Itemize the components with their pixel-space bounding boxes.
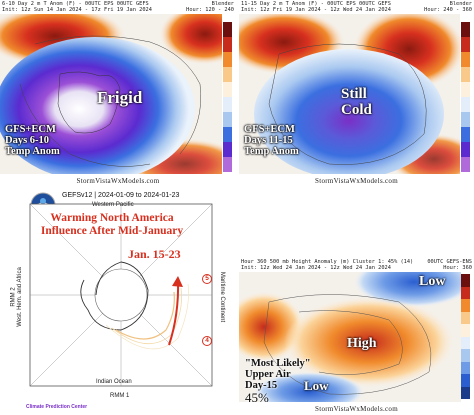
color-scale-bar: [223, 22, 232, 172]
phase-label-left: West. Hem. and Africa: [17, 267, 23, 327]
headline-line-2: Influence After Mid-January: [40, 225, 184, 237]
header-line-1: Hour 360 500 mb Height Anomaly (m) Clust…: [241, 259, 414, 265]
phase-label-bottom: Indian Ocean: [96, 379, 132, 385]
site-footer: StormVistaWxModels.com: [76, 177, 160, 185]
header-right: 00UTC GEFS-ENS Hour: 360: [427, 259, 472, 271]
model-note: GFS+ECM Days 11-15 Temp Anom: [244, 124, 299, 157]
header-line-2: Init: 12z Fri 19 Jan 2024 - 12z Wed 24 J…: [241, 7, 391, 13]
panel-header: 6-10 Day 2 m T Anom (F) - 00UTC EPS 00UT…: [0, 0, 236, 18]
header-right-1: Blender: [449, 1, 472, 7]
panel-days-11-15: 11-15 Day 2 m T Anom (F) - 00UTC EPS 00U…: [239, 0, 474, 187]
panel-days-6-10: 6-10 Day 2 m T Anom (F) - 00UTC EPS 00UT…: [0, 0, 236, 187]
still-cold-label: Still Cold: [341, 86, 372, 118]
header-right-1: Blender: [211, 1, 234, 7]
note-line-3: Temp Anom: [5, 146, 60, 157]
phase-4-marker: 4: [202, 336, 212, 346]
phase-label-right: Maritime Continent: [219, 271, 225, 323]
model-note: GFS+ECM Days 6-10 Temp Anom: [5, 124, 60, 157]
header-line-1: 11-15 Day 2 m T Anom (F) - 00UTC EPS 00U…: [241, 1, 391, 7]
cluster-percent: 45%: [245, 390, 269, 405]
headline-line-1: Warming North America: [50, 212, 174, 224]
panel-500mb-height-anomaly: Hour 360 500 mb Height Anomaly (m) Clust…: [239, 190, 474, 415]
site-footer: StormVistaWxModels.com: [315, 177, 398, 185]
header-right-2: Hour: 120 - 240: [186, 7, 234, 13]
panel-header: 11-15 Day 2 m T Anom (F) - 00UTC EPS 00U…: [239, 0, 474, 18]
note-line-1: "Most Likely": [245, 358, 311, 369]
panel-divider-vertical: [236, 0, 239, 415]
phase-space-plot: [29, 203, 213, 387]
panel-header: Hour 360 500 mb Height Anomaly (m) Clust…: [239, 258, 474, 276]
panel-divider-horizontal: [0, 187, 474, 190]
note-line-3: Temp Anom: [244, 146, 299, 157]
low-label-top: Low: [419, 274, 446, 289]
temp-anomaly-map: [239, 14, 460, 174]
header-line-1: 6-10 Day 2 m T Anom (F) - 00UTC EPS 00UT…: [2, 1, 149, 7]
note-line-3: Day-15: [245, 380, 278, 391]
site-footer: StormVistaWxModels.com: [315, 405, 398, 413]
low-label-bottom: Low: [304, 378, 329, 393]
header-line-2: Init: 12z Sun 14 Jan 2024 - 17z Fri 19 J…: [2, 7, 152, 13]
diagram-title: GEFSv12 | 2024-01-09 to 2024-01-23: [62, 192, 180, 199]
note-line-1: GFS+ECM: [5, 124, 56, 135]
note-line-1: GFS+ECM: [244, 124, 295, 135]
header-right: Blender Hour: 240 - 360: [424, 1, 472, 13]
note-line-2: Days 11-15: [244, 135, 293, 146]
frigid-label: Frigid: [97, 88, 143, 107]
color-scale-bar: [461, 274, 470, 399]
note-line-2: Days 6-10: [5, 135, 50, 146]
headline: Warming North America Influence After Mi…: [32, 212, 192, 238]
still-label: Still: [341, 86, 367, 102]
header-right-2: Hour: 360: [443, 265, 472, 271]
phase-5-marker: 5: [202, 274, 212, 284]
height-anomaly-map: [239, 272, 461, 402]
note-line-2: Upper Air: [245, 369, 291, 380]
axis-label-y: RMM 2: [10, 287, 17, 307]
cold-label: Cold: [341, 102, 372, 118]
panel-mjo-phase-diagram: GEFSv12 | 2024-01-09 to 2024-01-23 Warmi…: [0, 190, 236, 415]
date-range-label: Jan. 15-23: [128, 247, 181, 261]
source-footer: Climate Prediction Center: [26, 404, 88, 410]
axis-label-x: RMM 1: [110, 393, 130, 399]
header-right-1: 00UTC GEFS-ENS: [427, 259, 472, 265]
phase-label-top: Western Pacific: [92, 202, 134, 208]
header-right: Blender Hour: 120 - 240: [186, 1, 234, 13]
color-scale-bar: [461, 22, 470, 172]
high-label: High: [347, 336, 377, 351]
temp-anomaly-map: [0, 14, 222, 174]
most-likely-note: "Most Likely" Upper Air Day-15 45%: [245, 358, 311, 405]
header-right-2: Hour: 240 - 360: [424, 7, 472, 13]
header-line-2: Init: 12z Wed 24 Jan 2024 - 12z Wed 24 J…: [241, 265, 391, 271]
